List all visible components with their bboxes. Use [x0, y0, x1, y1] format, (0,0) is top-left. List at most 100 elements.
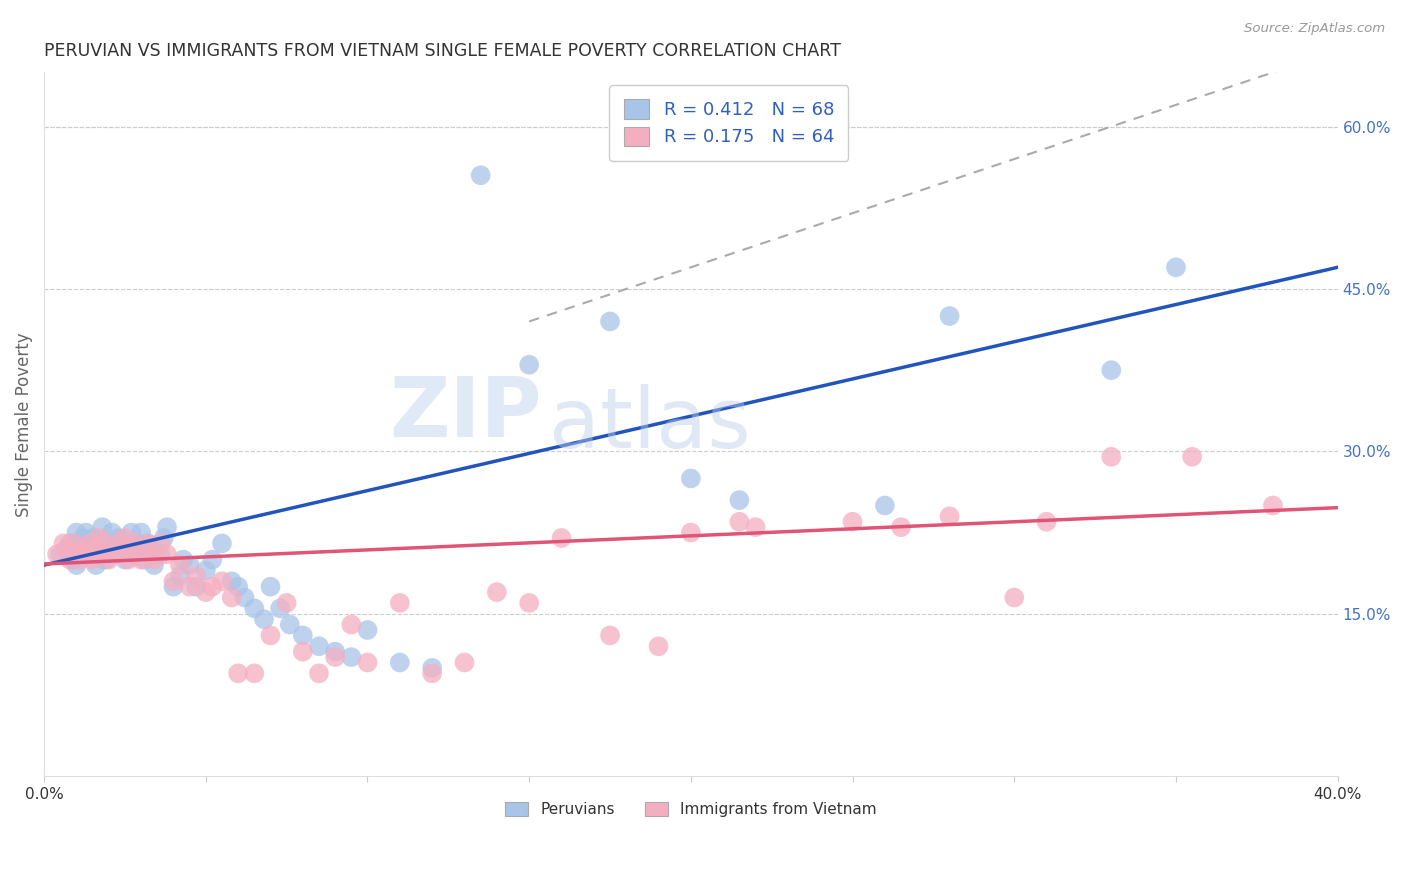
Point [75, 547, 97, 561]
Point [72, 536, 94, 550]
Point [1181, 450, 1204, 464]
Point [84, 541, 107, 556]
Point [169, 569, 191, 583]
Point [134, 552, 156, 566]
Point [55, 541, 77, 556]
Point [87, 531, 110, 545]
Point [873, 499, 896, 513]
Point [152, 531, 174, 545]
Point [129, 525, 152, 540]
Point [453, 656, 475, 670]
Point [938, 309, 960, 323]
Point [194, 564, 217, 578]
Point [938, 509, 960, 524]
Point [679, 525, 702, 540]
Point [1164, 260, 1187, 275]
Point [117, 536, 139, 550]
Point [97, 547, 120, 561]
Y-axis label: Single Female Poverty: Single Female Poverty [15, 332, 32, 516]
Point [156, 520, 179, 534]
Point [120, 541, 142, 556]
Point [156, 547, 179, 561]
Point [49, 547, 72, 561]
Point [114, 552, 136, 566]
Point [221, 591, 243, 605]
Point [1035, 515, 1057, 529]
Point [172, 552, 194, 566]
Point [420, 666, 443, 681]
Point [72, 531, 94, 545]
Point [744, 520, 766, 534]
Point [356, 623, 378, 637]
Point [91, 536, 114, 550]
Point [201, 552, 224, 566]
Point [291, 628, 314, 642]
Point [79, 533, 101, 548]
Point [62, 552, 84, 566]
Point [46, 547, 69, 561]
Point [276, 596, 298, 610]
Point [179, 580, 201, 594]
Point [308, 666, 330, 681]
Point [82, 531, 104, 545]
Point [179, 558, 201, 572]
Point [84, 558, 107, 572]
Point [340, 617, 363, 632]
Point [1099, 450, 1122, 464]
Point [65, 525, 87, 540]
Point [243, 601, 266, 615]
Point [87, 547, 110, 561]
Point [599, 314, 621, 328]
Point [136, 536, 159, 550]
Point [120, 525, 142, 540]
Point [149, 536, 172, 550]
Point [308, 639, 330, 653]
Point [679, 471, 702, 485]
Point [107, 536, 129, 550]
Point [127, 536, 149, 550]
Point [388, 656, 411, 670]
Point [59, 552, 82, 566]
Point [104, 547, 127, 561]
Point [599, 628, 621, 642]
Point [114, 531, 136, 545]
Point [243, 666, 266, 681]
Point [65, 547, 87, 561]
Point [124, 536, 146, 550]
Point [291, 645, 314, 659]
Point [82, 541, 104, 556]
Point [59, 536, 82, 550]
Point [139, 541, 162, 556]
Point [278, 617, 301, 632]
Point [82, 552, 104, 566]
Point [1261, 499, 1284, 513]
Point [75, 525, 97, 540]
Point [69, 552, 91, 566]
Point [169, 558, 191, 572]
Point [139, 547, 162, 561]
Point [149, 547, 172, 561]
Point [194, 585, 217, 599]
Point [323, 645, 346, 659]
Point [226, 580, 249, 594]
Point [550, 531, 572, 545]
Text: Source: ZipAtlas.com: Source: ZipAtlas.com [1244, 22, 1385, 36]
Point [323, 650, 346, 665]
Point [184, 569, 207, 583]
Point [233, 591, 256, 605]
Point [104, 541, 127, 556]
Point [728, 515, 751, 529]
Point [124, 541, 146, 556]
Point [52, 536, 75, 550]
Text: ZIP: ZIP [389, 373, 543, 454]
Point [226, 666, 249, 681]
Point [1099, 363, 1122, 377]
Point [143, 558, 166, 572]
Point [55, 541, 77, 556]
Point [211, 574, 233, 589]
Point [420, 661, 443, 675]
Point [136, 536, 159, 550]
Point [259, 628, 281, 642]
Text: PERUVIAN VS IMMIGRANTS FROM VIETNAM SINGLE FEMALE POVERTY CORRELATION CHART: PERUVIAN VS IMMIGRANTS FROM VIETNAM SING… [44, 42, 841, 60]
Text: atlas: atlas [548, 384, 751, 465]
